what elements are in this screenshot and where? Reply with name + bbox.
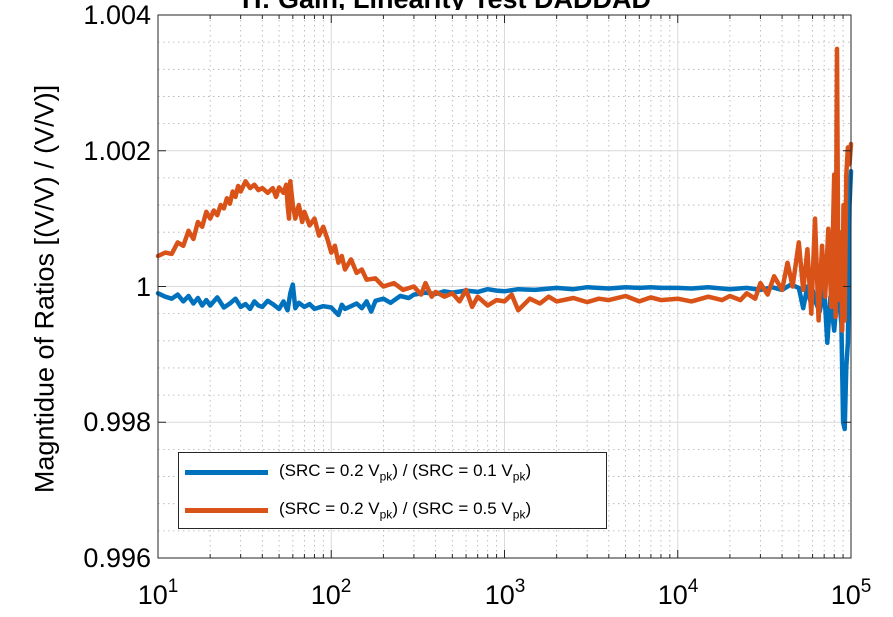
legend-label: (SRC = 0.2 Vpk) / (SRC = 0.1 Vpk) [279, 460, 532, 484]
x-tick-label: 102 [310, 576, 352, 610]
axis-ticks [157, 14, 852, 559]
legend: (SRC = 0.2 Vpk) / (SRC = 0.1 Vpk) (SRC =… [178, 452, 607, 529]
x-tick-label: 101 [137, 576, 179, 610]
x-tick-label: 103 [484, 576, 526, 610]
legend-swatch-blue [185, 469, 268, 475]
y-axis-label: Magntidue of Ratios [(V/V) / (V/V)] [29, 84, 60, 494]
y-tick-label: 1 [135, 272, 151, 302]
title-clip: H: Gain, Linearity Test DADDAD [0, 0, 893, 10]
x-tick-label: 104 [657, 576, 699, 610]
x-tick-label: 105 [830, 576, 872, 610]
legend-swatch-orange [185, 507, 268, 513]
legend-label: (SRC = 0.2 Vpk) / (SRC = 0.5 Vpk) [279, 498, 532, 522]
y-tick-label: 1.004 [83, 0, 151, 30]
legend-item-series-2: (SRC = 0.2 Vpk) / (SRC = 0.5 Vpk) [185, 495, 531, 525]
y-tick-label: 0.996 [83, 543, 151, 573]
chart-title: H: Gain, Linearity Test DADDAD [0, 0, 893, 10]
series-lines [155, 46, 854, 432]
legend-item-series-1: (SRC = 0.2 Vpk) / (SRC = 0.1 Vpk) [185, 457, 531, 487]
y-tick-label: 1.002 [83, 136, 151, 166]
series-line-2 [155, 46, 854, 333]
y-tick-label: 0.998 [83, 407, 151, 437]
